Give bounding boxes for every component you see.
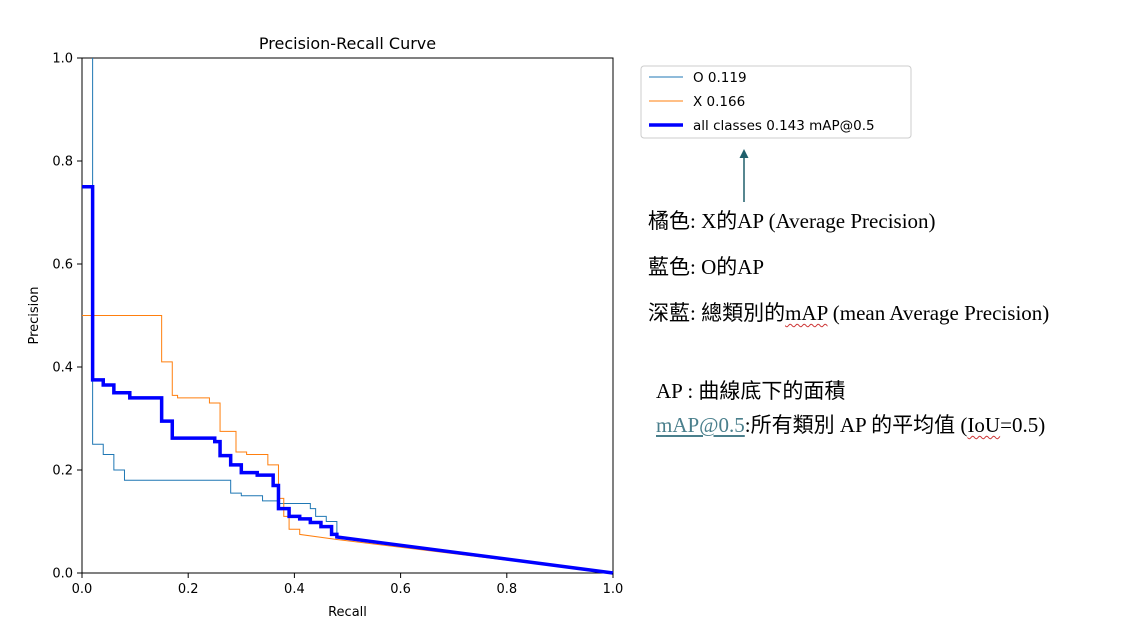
x-axis-title: Recall <box>328 605 367 620</box>
x-tick-label: 0.4 <box>284 582 305 597</box>
legend-label-1: O 0.119 <box>693 70 747 86</box>
y-tick-label: 1.0 <box>52 52 73 67</box>
x-axis-ticks: 0.0 0.2 0.4 0.6 0.8 1.0 <box>72 573 624 597</box>
x-tick-label: 1.0 <box>603 582 624 597</box>
legend: O 0.119 X 0.166 all classes 0.143 mAP@0.5 <box>640 65 912 139</box>
arrow-icon <box>739 149 749 202</box>
note-orange-line: 橘色: X的AP (Average Precision) <box>648 209 936 233</box>
def-ap-line: AP : 曲線底下的面積 <box>656 379 845 403</box>
series-line-1 <box>92 58 614 574</box>
note-darkblue-text: (mean Average Precision) <box>827 301 1050 325</box>
note-orange-label: 橘色: <box>648 209 702 233</box>
y-axis-title: Precision <box>27 286 42 344</box>
y-tick-label: 0.8 <box>52 155 73 170</box>
x-tick-label: 0.6 <box>390 582 411 597</box>
note-orange-text: X的AP (Average Precision) <box>701 209 936 233</box>
def-ap-term: AP <box>656 379 683 403</box>
def-map-term: mAP@0.5 <box>656 413 745 437</box>
plot-area <box>81 57 614 575</box>
series-layer <box>82 58 614 575</box>
legend-label-2: X 0.166 <box>693 94 745 110</box>
def-map-mid: :所有類別 AP 的平均值 ( <box>744 413 968 437</box>
y-tick-label: 0.6 <box>52 258 73 273</box>
def-map-line: mAP@0.5:所有類別 AP 的平均值 (IoU=0.5) <box>656 413 1045 437</box>
legend-label-3: all classes 0.143 mAP@0.5 <box>693 118 875 134</box>
note-darkblue-label: 深藍: <box>648 301 702 325</box>
def-map-inner: IoU <box>967 413 1001 437</box>
note-blue-label: 藍色: <box>648 255 702 279</box>
note-darkblue-term: mAP <box>785 301 828 325</box>
definition-notes: AP : 曲線底下的面積 mAP@0.5:所有類別 AP 的平均值 (IoU=0… <box>656 379 1145 441</box>
note-darkblue-pre: 總類別的 <box>701 301 786 325</box>
legend-box <box>640 65 912 139</box>
note-blue-line: 藍色: O的AP <box>648 255 764 279</box>
def-ap-text: : 曲線底下的面積 <box>682 379 846 403</box>
y-tick-label: 0.2 <box>52 464 73 479</box>
y-tick-label: 0.0 <box>52 567 73 582</box>
x-tick-label: 0.0 <box>72 582 93 597</box>
x-tick-label: 0.2 <box>178 582 199 597</box>
note-darkblue-line: 深藍: 總類別的mAP (mean Average Precision) <box>648 301 1049 325</box>
color-legend-notes: 橘色: X的AP (Average Precision) 藍色: O的AP 深藍… <box>648 209 1145 339</box>
y-tick-label: 0.4 <box>52 361 73 376</box>
legend-entries: O 0.119 X 0.166 all classes 0.143 mAP@0.5 <box>649 70 875 134</box>
y-axis-ticks: 0.0 0.2 0.4 0.6 0.8 1.0 <box>52 52 82 582</box>
def-map-post: =0.5) <box>1000 413 1046 437</box>
x-tick-label: 0.8 <box>496 582 517 597</box>
series-line-3 <box>82 185 614 575</box>
note-blue-text: O的AP <box>701 255 765 279</box>
series-line-2 <box>82 315 614 574</box>
chart-title: Precision-Recall Curve <box>259 34 436 53</box>
